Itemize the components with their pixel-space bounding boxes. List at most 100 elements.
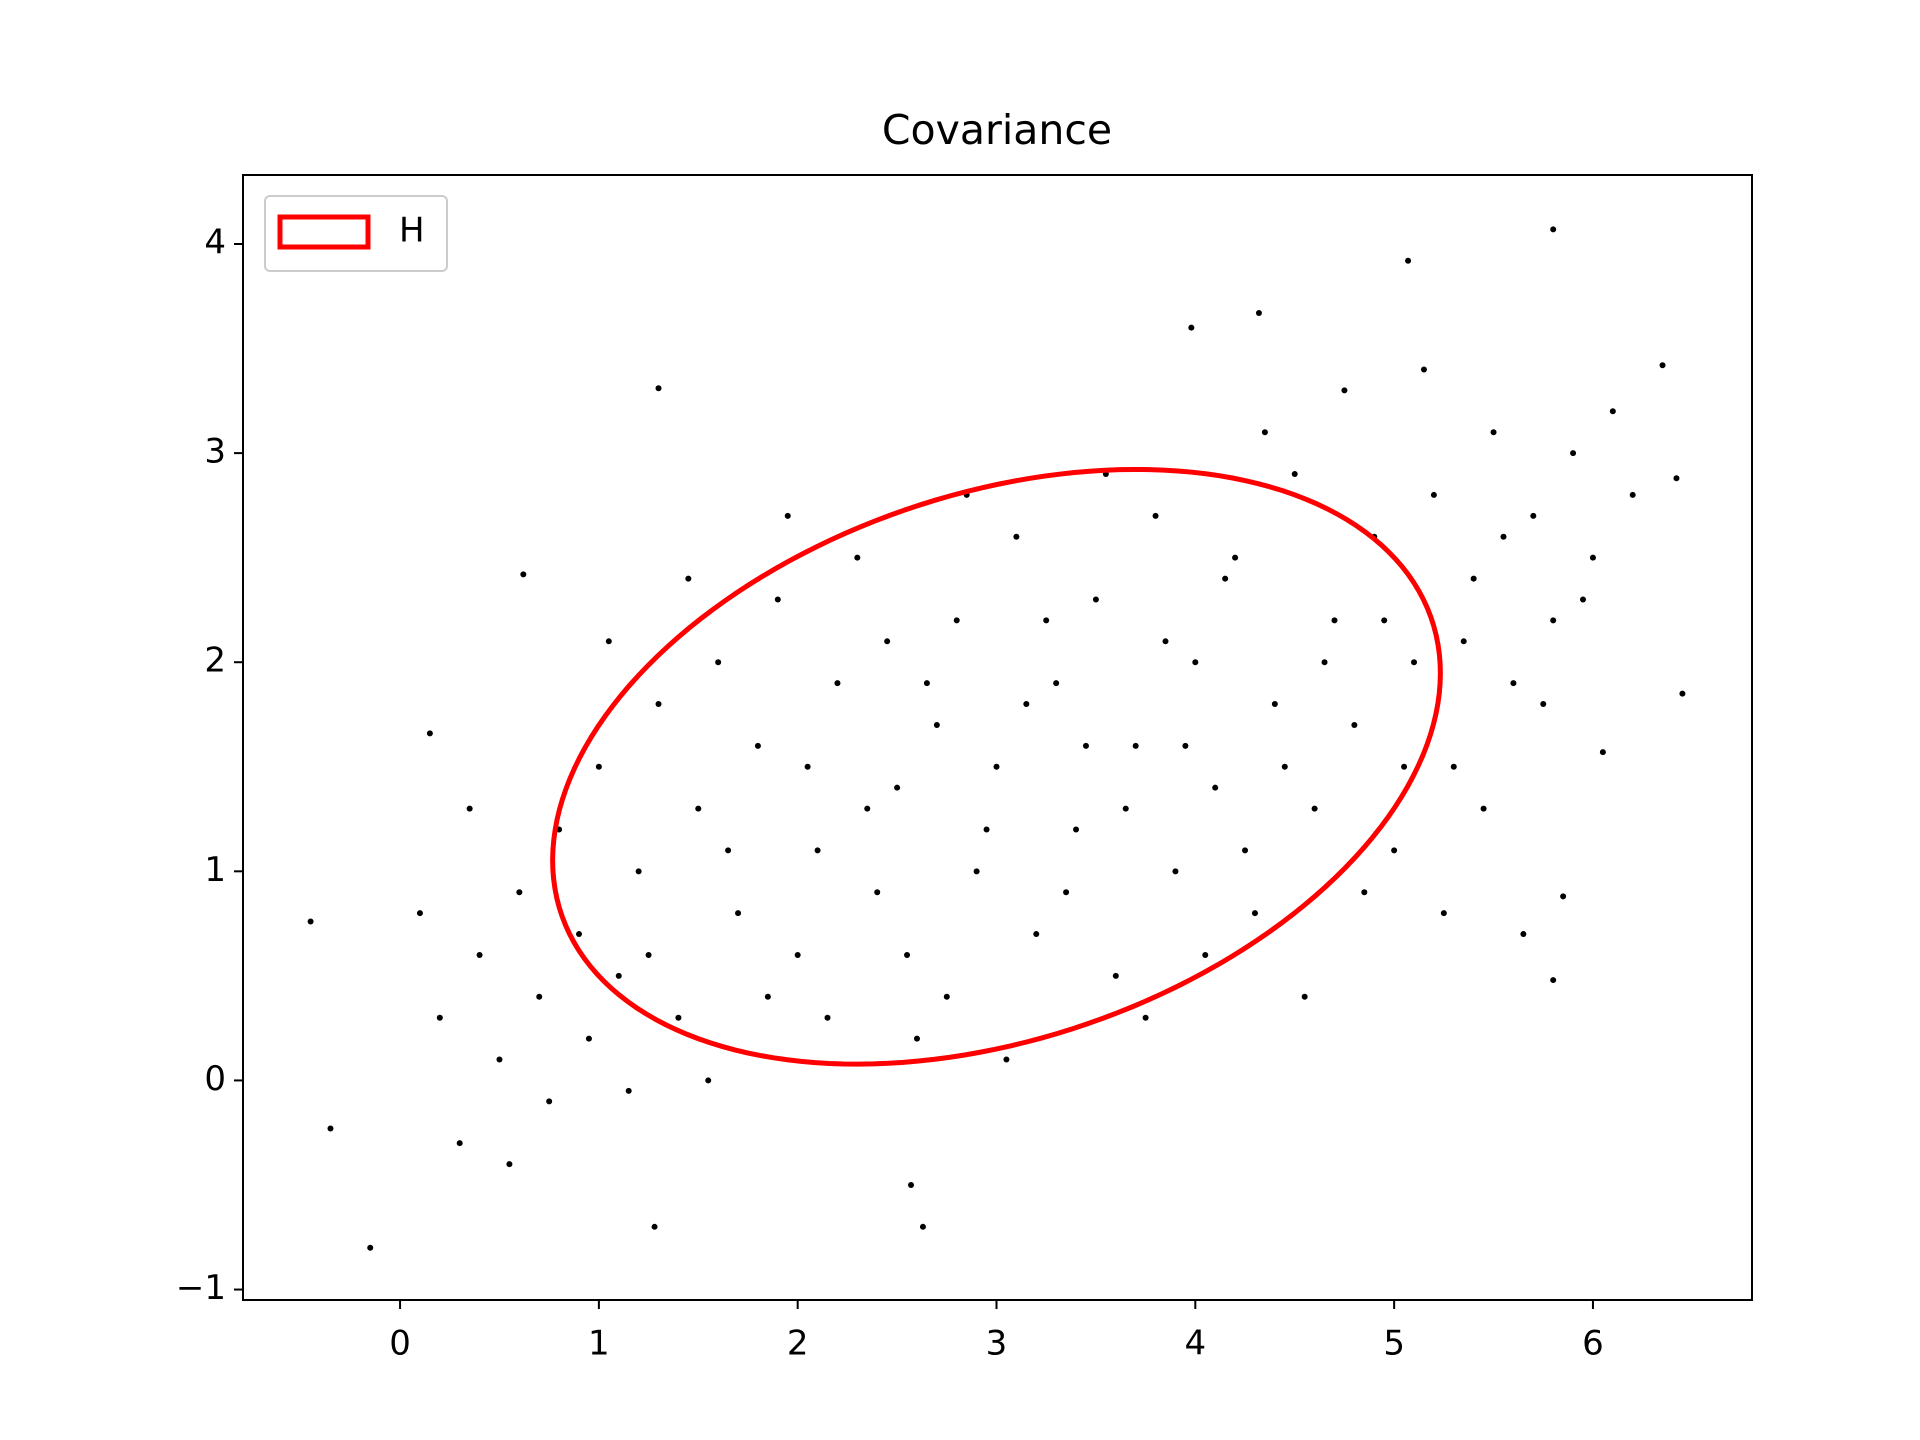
x-tick-label: 3 — [986, 1324, 1008, 1364]
point — [983, 826, 990, 833]
point — [1122, 805, 1129, 812]
x-tick-label: 5 — [1383, 1324, 1405, 1364]
point — [1430, 491, 1437, 498]
point — [834, 680, 841, 687]
point — [1271, 701, 1278, 708]
point — [456, 1140, 463, 1147]
point — [1401, 763, 1408, 770]
point — [1242, 847, 1249, 854]
point — [1188, 324, 1195, 331]
point — [1500, 533, 1507, 540]
y-tick-label: −1 — [176, 1268, 226, 1308]
point — [1530, 512, 1537, 519]
point — [1550, 617, 1557, 624]
point — [1550, 977, 1557, 984]
point — [1450, 763, 1457, 770]
point — [1405, 257, 1412, 264]
point — [1261, 429, 1268, 436]
point — [904, 951, 911, 958]
point — [1341, 387, 1348, 394]
point — [735, 910, 742, 917]
point — [605, 638, 612, 645]
point — [575, 931, 582, 938]
point — [307, 918, 314, 925]
point — [1673, 475, 1680, 482]
point — [416, 910, 423, 917]
point — [476, 951, 483, 958]
x-tick-label: 0 — [389, 1324, 411, 1364]
point — [1659, 362, 1666, 369]
point — [1053, 680, 1060, 687]
point — [585, 1035, 592, 1042]
point — [1321, 659, 1328, 666]
point — [466, 805, 473, 812]
point — [1470, 575, 1477, 582]
x-tick-label: 6 — [1582, 1324, 1604, 1364]
point — [923, 680, 930, 687]
point — [1202, 951, 1209, 958]
point — [919, 1223, 926, 1230]
point — [1480, 805, 1487, 812]
point — [1381, 617, 1388, 624]
point — [635, 868, 642, 875]
y-tick-label: 1 — [204, 850, 226, 890]
y-tick-label: 2 — [204, 641, 226, 681]
point — [1232, 554, 1239, 561]
point — [367, 1244, 374, 1251]
point — [685, 575, 692, 582]
point — [1003, 1056, 1010, 1063]
point — [1609, 408, 1616, 415]
point — [715, 659, 722, 666]
y-tick-label: 4 — [204, 223, 226, 263]
point — [1222, 575, 1229, 582]
point — [520, 571, 527, 578]
point — [814, 847, 821, 854]
y-tick-label: 3 — [204, 432, 226, 472]
point — [655, 385, 662, 392]
point — [1510, 680, 1517, 687]
point — [933, 721, 940, 728]
point — [327, 1125, 334, 1132]
point — [1092, 596, 1099, 603]
point — [1589, 554, 1596, 561]
point — [1281, 763, 1288, 770]
point — [1599, 749, 1606, 756]
x-tick-label: 2 — [787, 1324, 809, 1364]
y-tick-label: 0 — [204, 1059, 226, 1099]
point — [913, 1035, 920, 1042]
point — [1023, 701, 1030, 708]
point — [1560, 893, 1567, 900]
point — [436, 1014, 443, 1021]
legend-swatch — [277, 214, 371, 250]
point — [1172, 868, 1179, 875]
point — [784, 512, 791, 519]
point — [1132, 742, 1139, 749]
point — [1301, 993, 1308, 1000]
point — [1255, 310, 1262, 317]
point — [1112, 972, 1119, 979]
point — [1520, 931, 1527, 938]
point — [1460, 638, 1467, 645]
point — [1570, 450, 1577, 457]
point — [1212, 784, 1219, 791]
point — [754, 742, 761, 749]
point — [1063, 889, 1070, 896]
plot-area — [307, 226, 1686, 1251]
point — [854, 554, 861, 561]
point — [546, 1098, 553, 1105]
point — [1182, 742, 1189, 749]
point — [615, 972, 622, 979]
point — [804, 763, 811, 770]
point — [625, 1087, 632, 1094]
point — [645, 951, 652, 958]
point — [426, 730, 433, 737]
point — [1351, 721, 1358, 728]
point — [884, 638, 891, 645]
point — [536, 993, 543, 1000]
point — [908, 1181, 915, 1188]
chart-title: Covariance — [882, 106, 1112, 154]
point — [894, 784, 901, 791]
point — [864, 805, 871, 812]
point — [1152, 512, 1159, 519]
